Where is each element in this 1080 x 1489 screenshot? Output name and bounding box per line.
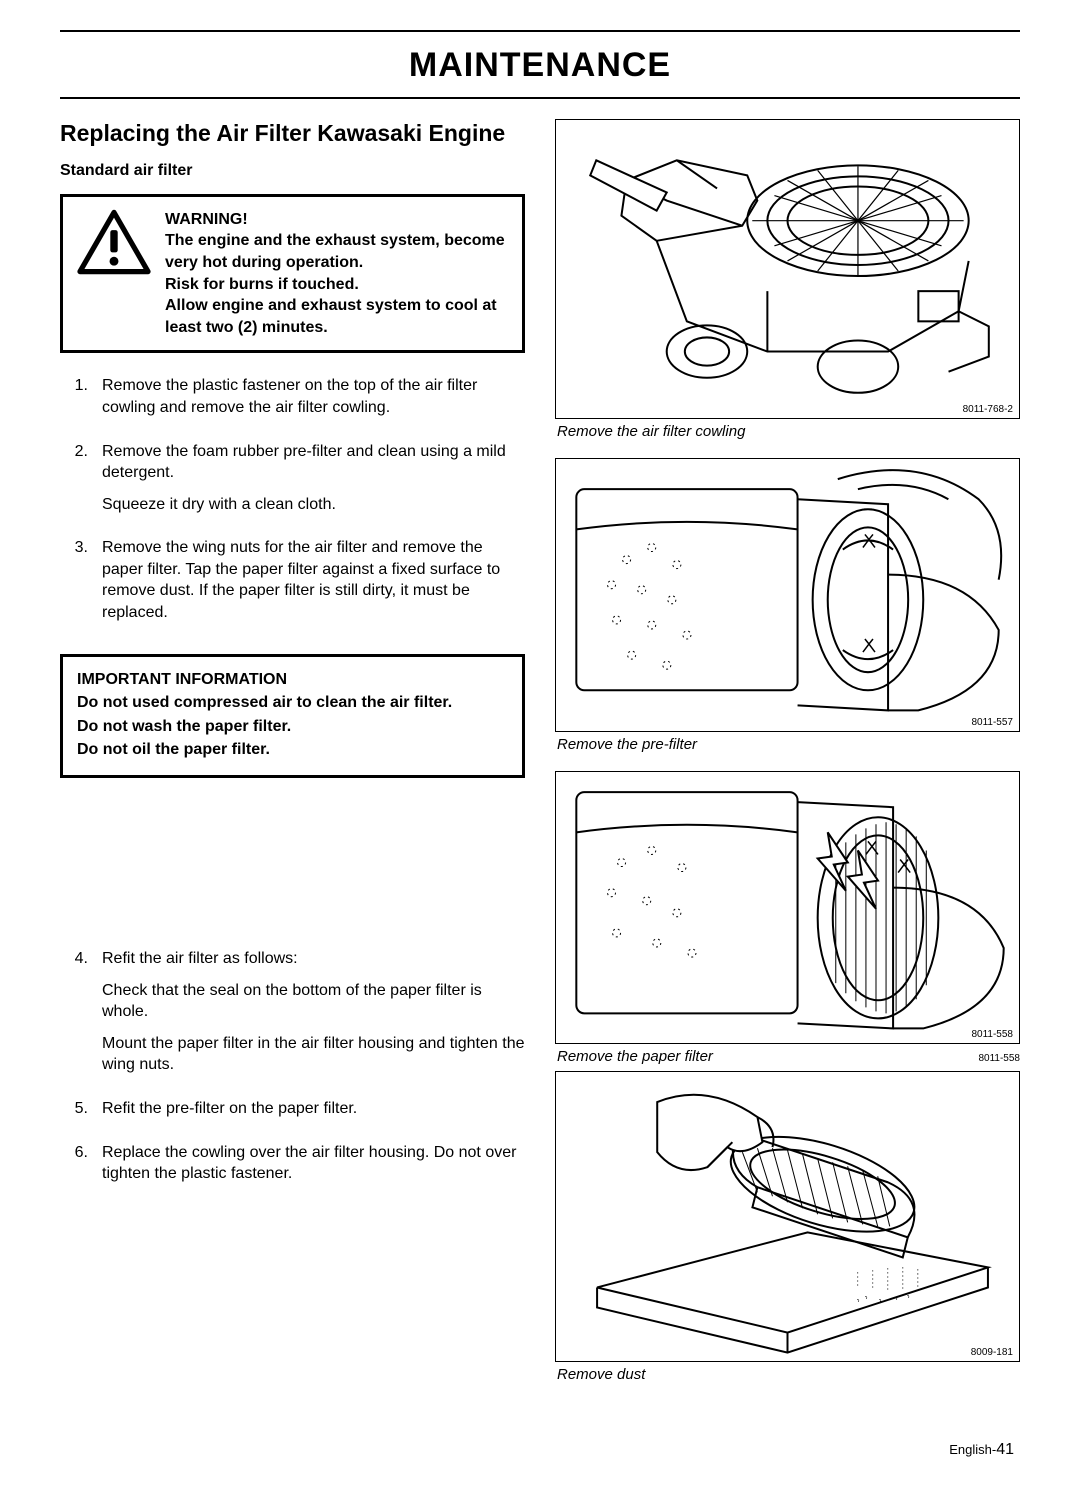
warning-triangle-icon xyxy=(77,209,151,275)
page-title: MAINTENANCE xyxy=(60,32,1020,97)
right-column: 8011-768-2 Remove the air filter cowling xyxy=(555,119,1020,1401)
manual-page: MAINTENANCE Replacing the Air Filter Kaw… xyxy=(0,0,1080,1489)
step-text: Remove the wing nuts for the air filter … xyxy=(102,537,525,633)
figure-id-outside: 8011-558 xyxy=(978,1053,1020,1064)
figure-caption: Remove dust xyxy=(557,1366,1020,1383)
step-number: 5. xyxy=(60,1098,88,1130)
warning-line: Risk for burns if touched. xyxy=(165,274,508,296)
step-number: 6. xyxy=(60,1142,88,1195)
step-item: 3. Remove the wing nuts for the air filt… xyxy=(60,537,525,633)
figure-id: 8011-768-2 xyxy=(963,404,1013,415)
warning-line: Allow engine and exhaust system to cool … xyxy=(165,295,508,338)
info-line: Do not oil the paper filter. xyxy=(77,739,508,761)
step-item: 1. Remove the plastic fastener on the to… xyxy=(60,375,525,428)
step-number: 2. xyxy=(60,441,88,526)
figure-id: 8011-558 xyxy=(971,1029,1013,1040)
info-heading: IMPORTANT INFORMATION xyxy=(77,669,508,691)
step-item: 5. Refit the pre-filter on the paper fil… xyxy=(60,1098,525,1130)
step-item: 6. Replace the cowling over the air filt… xyxy=(60,1142,525,1195)
step-text: Remove the foam rubber pre-filter and cl… xyxy=(102,441,525,526)
section-title: Replacing the Air Filter Kawasaki Engine xyxy=(60,119,525,148)
important-info-box: IMPORTANT INFORMATION Do not used compre… xyxy=(60,654,525,778)
info-line: Do not used compressed air to clean the … xyxy=(77,692,508,714)
step-text: Remove the plastic fastener on the top o… xyxy=(102,375,525,428)
figure-paperfilter: 8011-558 xyxy=(555,771,1020,1045)
footer-lang: English- xyxy=(949,1442,996,1457)
step-number: 3. xyxy=(60,537,88,633)
figure-cowling: 8011-768-2 xyxy=(555,119,1020,419)
steps-list: 1. Remove the plastic fastener on the to… xyxy=(60,375,525,633)
steps-list-cont: 4. Refit the air filter as follows: Chec… xyxy=(60,948,525,1195)
figure-caption: Remove the paper filter xyxy=(557,1048,713,1065)
step-text: Replace the cowling over the air filter … xyxy=(102,1142,525,1195)
left-column: Replacing the Air Filter Kawasaki Engine… xyxy=(60,119,525,1401)
spacer xyxy=(60,778,525,948)
step-item: 4. Refit the air filter as follows: Chec… xyxy=(60,948,525,1086)
step-number: 4. xyxy=(60,948,88,1086)
figure-prefilter: 8011-557 xyxy=(555,458,1020,732)
figure-id: 8011-557 xyxy=(971,717,1013,728)
warning-heading: WARNING! xyxy=(165,209,508,231)
warning-text: WARNING! The engine and the exhaust syst… xyxy=(165,209,508,339)
figure-id: 8009-181 xyxy=(971,1347,1013,1358)
figure-caption: Remove the pre-filter xyxy=(557,736,1020,753)
figure-caption: Remove the air filter cowling xyxy=(557,423,1020,440)
subheading: Standard air filter xyxy=(60,162,525,180)
step-item: 2. Remove the foam rubber pre-filter and… xyxy=(60,441,525,526)
under-title-rule xyxy=(60,97,1020,99)
figure-dust: 8009-181 xyxy=(555,1071,1020,1362)
page-number: 41 xyxy=(996,1441,1014,1458)
warning-line: The engine and the exhaust system, becom… xyxy=(165,230,508,273)
step-text: Refit the pre-filter on the paper filter… xyxy=(102,1098,357,1130)
step-number: 1. xyxy=(60,375,88,428)
two-column-layout: Replacing the Air Filter Kawasaki Engine… xyxy=(60,119,1020,1401)
warning-box: WARNING! The engine and the exhaust syst… xyxy=(60,194,525,354)
page-footer: English-41 xyxy=(60,1441,1020,1459)
step-text: Refit the air filter as follows: Check t… xyxy=(102,948,525,1086)
info-line: Do not wash the paper filter. xyxy=(77,716,508,738)
